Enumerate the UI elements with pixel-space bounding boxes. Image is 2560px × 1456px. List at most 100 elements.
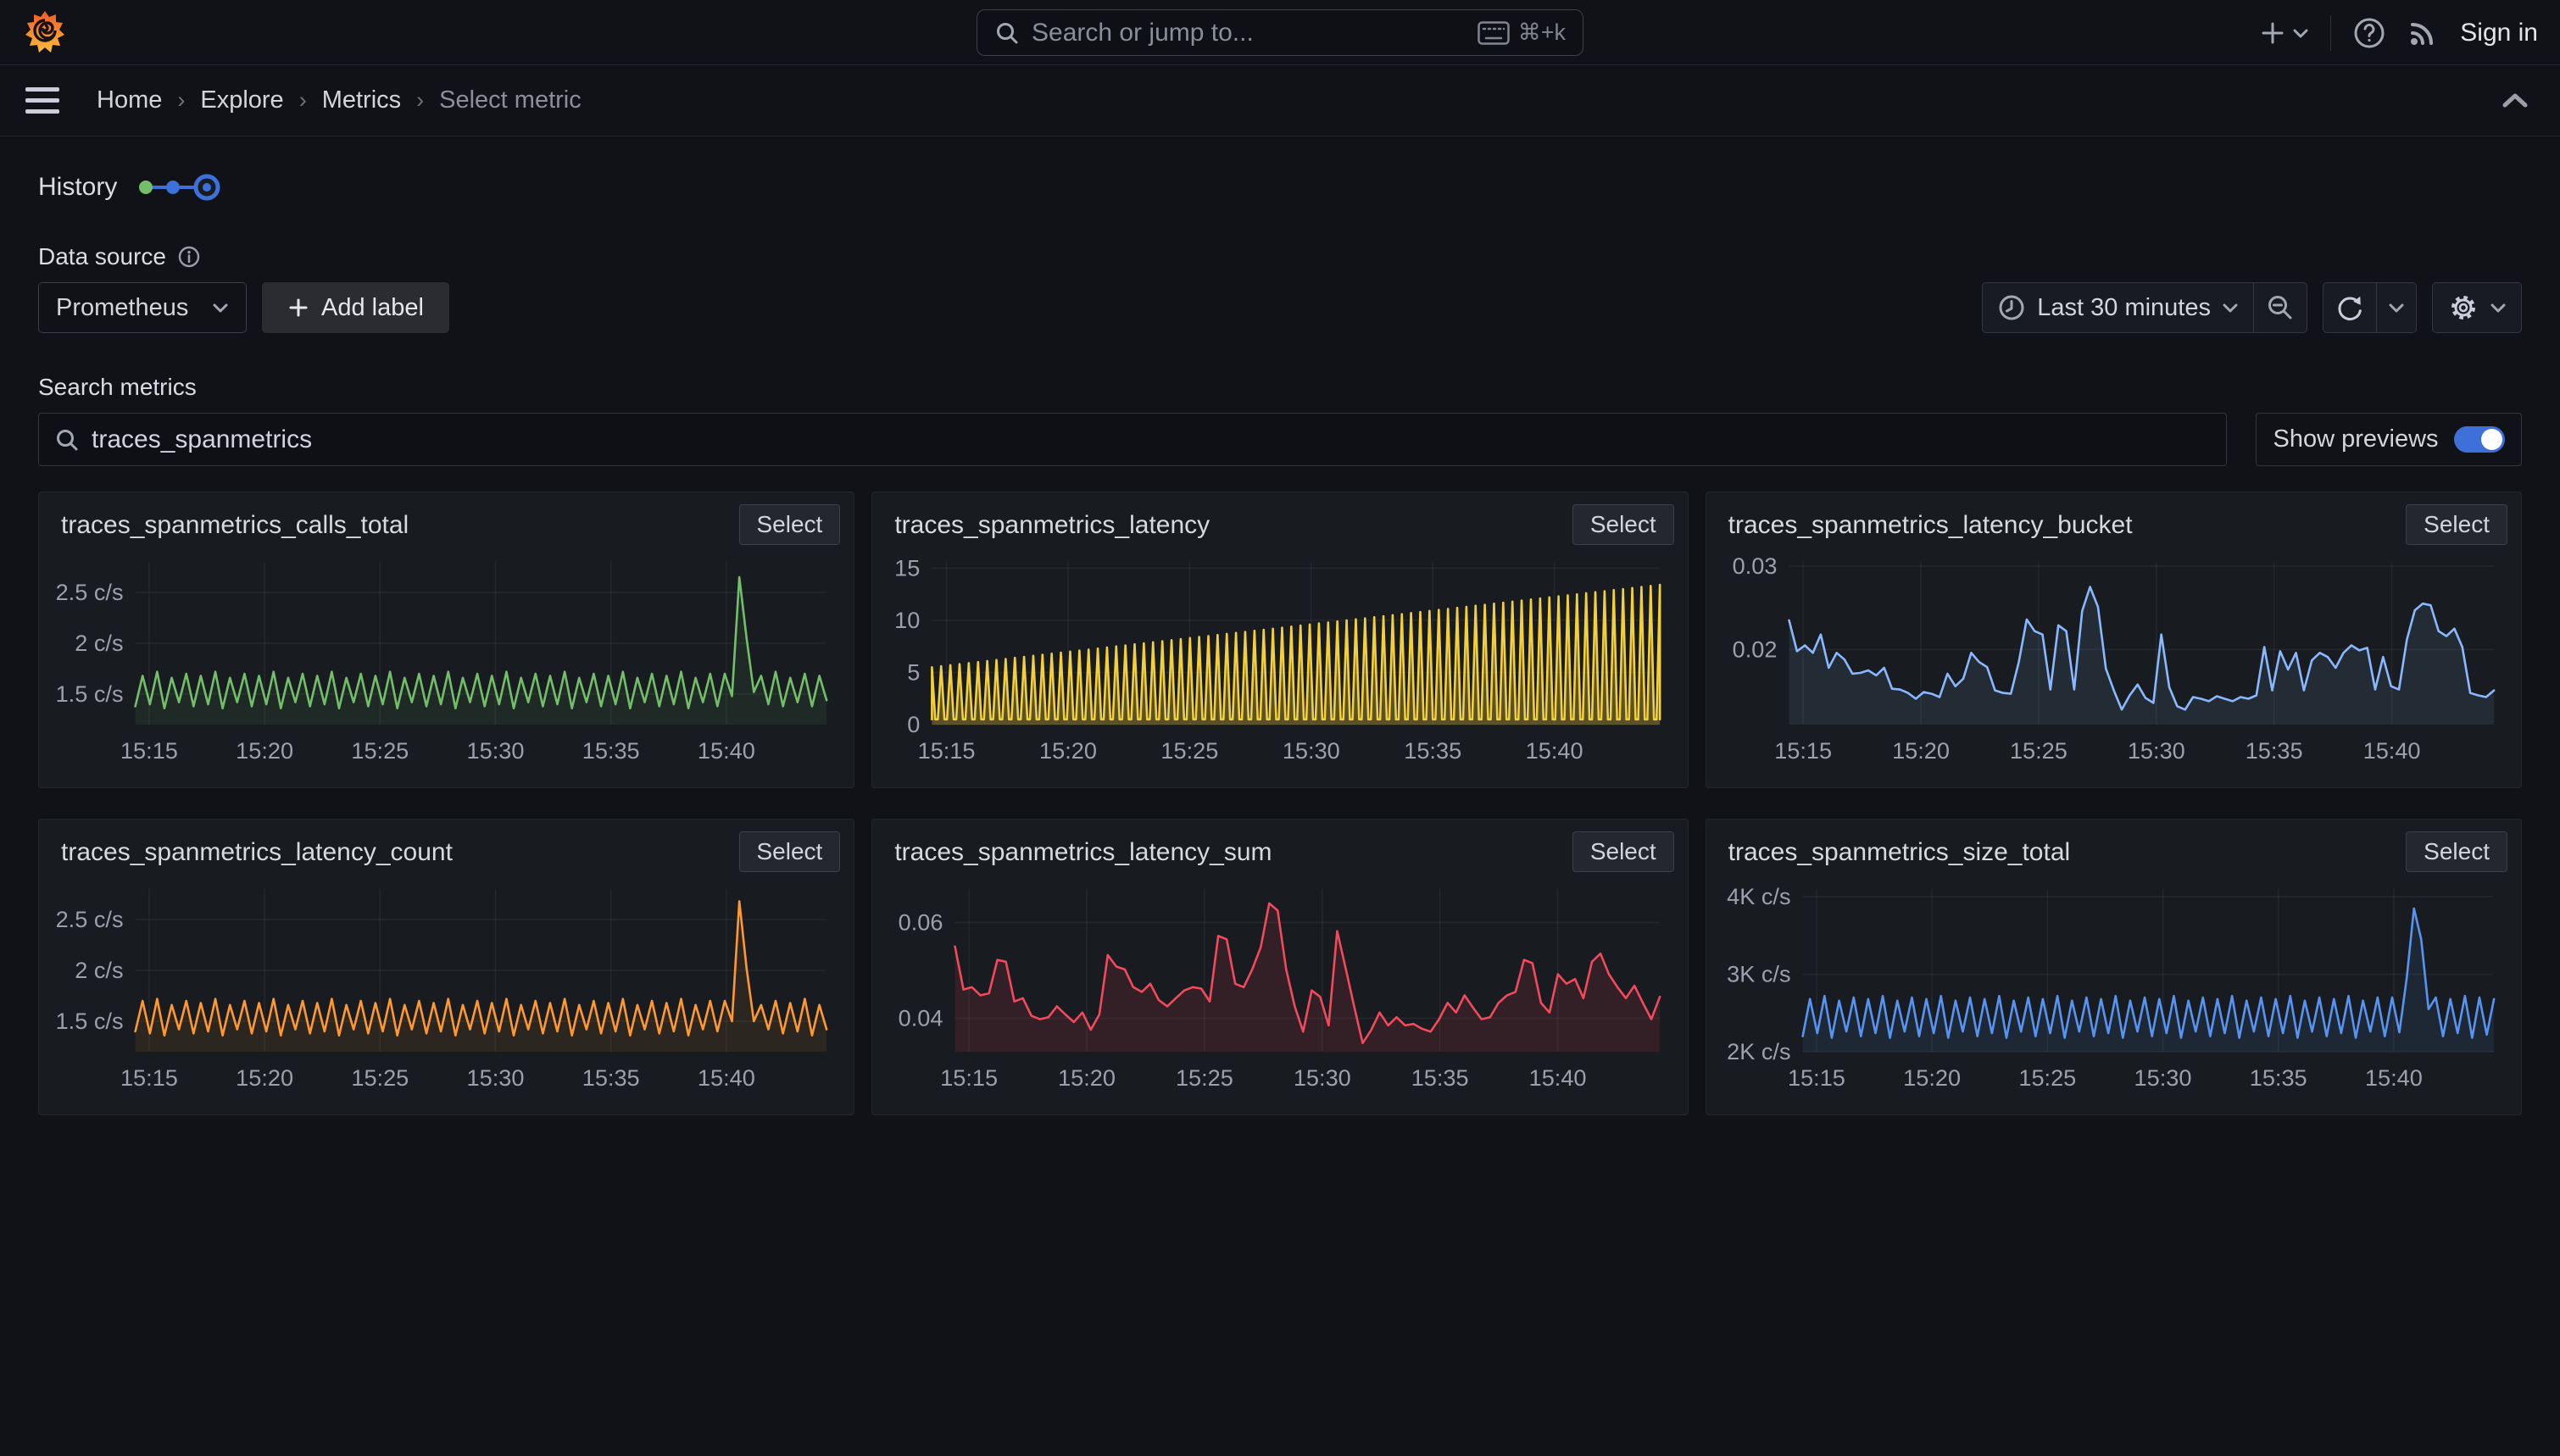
show-previews-control: Show previews: [2256, 413, 2522, 466]
svg-text:1.5 c/s: 1.5 c/s: [56, 681, 124, 707]
refresh-icon: [2335, 293, 2364, 322]
svg-text:2 c/s: 2 c/s: [75, 630, 123, 656]
shortcut-label: ⌘+k: [1518, 19, 1566, 46]
svg-text:15:15: 15:15: [941, 1064, 999, 1091]
settings-button[interactable]: [2433, 283, 2521, 332]
breadcrumb-item-metrics[interactable]: Metrics: [322, 86, 401, 114]
chevron-down-icon: [2490, 303, 2506, 313]
svg-text:0: 0: [908, 711, 921, 737]
explore-metrics-content: History Data source Prometheus: [0, 169, 2560, 1115]
svg-text:15:25: 15:25: [1176, 1064, 1233, 1091]
select-metric-button[interactable]: Select: [739, 504, 841, 545]
metrics-search-value: traces_spanmetrics: [92, 425, 312, 454]
plus-icon: [2259, 19, 2286, 47]
svg-text:15:25: 15:25: [351, 1064, 409, 1091]
history-timeline-widget[interactable]: [136, 169, 229, 206]
svg-text:15:15: 15:15: [120, 1064, 178, 1091]
chevron-down-icon: [2389, 303, 2404, 313]
breadcrumb-item-home[interactable]: Home: [97, 86, 162, 114]
svg-text:15:40: 15:40: [698, 1064, 755, 1091]
svg-text:0.03: 0.03: [1732, 553, 1777, 579]
svg-text:15:20: 15:20: [236, 1064, 293, 1091]
breadcrumb-item-select-metric: Select metric: [439, 86, 582, 114]
top-nav: Search or jump to... ⌘+k: [0, 0, 2560, 65]
svg-text:15:40: 15:40: [2362, 737, 2420, 764]
sign-in-button[interactable]: Sign in: [2460, 19, 2538, 47]
metric-preview-chart: 15:1515:2015:2515:3015:3515:40151050: [872, 545, 1687, 779]
metric-preview-card: traces_spanmetrics_latency_sum Select 15…: [871, 819, 1688, 1115]
metric-preview-card: traces_spanmetrics_size_total Select 15:…: [1706, 819, 2522, 1115]
svg-text:15:30: 15:30: [467, 737, 525, 764]
datasource-label: Data source: [38, 243, 166, 270]
show-previews-label: Show previews: [2273, 425, 2438, 453]
svg-text:15:15: 15:15: [1788, 1064, 1845, 1091]
svg-text:15:35: 15:35: [1411, 1064, 1469, 1091]
add-label-button[interactable]: Add label: [262, 282, 449, 333]
metric-name: traces_spanmetrics_size_total: [1728, 838, 2071, 867]
svg-text:3K c/s: 3K c/s: [1727, 961, 1790, 987]
keyboard-icon: [1478, 21, 1510, 45]
datasource-picker[interactable]: Prometheus: [38, 282, 247, 333]
history-step-dot-blue: [166, 181, 180, 194]
grafana-logo[interactable]: [24, 10, 66, 54]
svg-text:15:35: 15:35: [582, 737, 640, 764]
svg-text:15:40: 15:40: [1529, 1064, 1587, 1091]
svg-text:15:15: 15:15: [120, 737, 178, 764]
metric-preview-chart: 15:1515:2015:2515:3015:3515:404K c/s3K c…: [1706, 872, 2521, 1106]
select-metric-button[interactable]: Select: [2406, 504, 2507, 545]
global-search-input[interactable]: Search or jump to... ⌘+k: [977, 9, 1583, 56]
svg-text:5: 5: [908, 659, 921, 686]
breadcrumb-item-explore[interactable]: Explore: [200, 86, 283, 114]
metrics-search-input[interactable]: traces_spanmetrics: [38, 413, 2227, 466]
gear-icon: [2448, 292, 2479, 323]
svg-text:15:25: 15:25: [2018, 1064, 2076, 1091]
breadcrumb-separator: ›: [299, 87, 307, 114]
svg-text:15:35: 15:35: [582, 1064, 640, 1091]
help-icon[interactable]: [2353, 17, 2385, 49]
keyboard-shortcut-hint: ⌘+k: [1478, 19, 1566, 46]
metric-preview-card: traces_spanmetrics_latency_count Select …: [38, 819, 854, 1115]
svg-text:15:20: 15:20: [1903, 1064, 1961, 1091]
svg-text:15:35: 15:35: [1405, 737, 1462, 764]
search-icon: [994, 20, 1020, 46]
nav-divider: [2330, 15, 2331, 51]
show-previews-toggle[interactable]: [2454, 426, 2505, 453]
svg-text:15:35: 15:35: [2245, 737, 2302, 764]
svg-text:15:20: 15:20: [1058, 1064, 1116, 1091]
datasource-value: Prometheus: [56, 294, 188, 322]
refresh-button[interactable]: [2323, 283, 2376, 332]
metric-name: traces_spanmetrics_calls_total: [61, 511, 409, 540]
time-range-label: Last 30 minutes: [2037, 294, 2211, 322]
metric-preview-chart: 15:1515:2015:2515:3015:3515:400.060.04: [872, 872, 1687, 1106]
new-menu-button[interactable]: [2259, 19, 2308, 47]
metric-previews-grid: traces_spanmetrics_calls_total Select 15…: [38, 492, 2522, 1115]
search-row: traces_spanmetrics Show previews: [38, 413, 2522, 466]
history-row: History: [38, 169, 2522, 206]
metric-name: traces_spanmetrics_latency_sum: [894, 838, 1272, 867]
global-search-placeholder: Search or jump to...: [1032, 19, 1478, 47]
time-range-picker: Last 30 minutes: [1982, 282, 2307, 333]
select-metric-button[interactable]: Select: [1572, 504, 1674, 545]
svg-text:15:30: 15:30: [2134, 1064, 2191, 1091]
search-icon: [54, 427, 80, 453]
svg-text:15:25: 15:25: [1161, 737, 1219, 764]
select-metric-button[interactable]: Select: [2406, 831, 2507, 872]
time-range-button[interactable]: Last 30 minutes: [1983, 283, 2253, 332]
refresh-picker: [2323, 282, 2417, 333]
menu-icon[interactable]: [25, 87, 59, 114]
toolbar: Data source Prometheus: [38, 243, 2522, 333]
rss-icon[interactable]: [2407, 18, 2438, 48]
refresh-interval-dropdown[interactable]: [2376, 283, 2416, 332]
svg-text:4K c/s: 4K c/s: [1727, 883, 1790, 909]
chevron-down-icon: [212, 303, 229, 314]
svg-text:15:20: 15:20: [236, 737, 293, 764]
select-metric-button[interactable]: Select: [739, 831, 841, 872]
add-label-text: Add label: [321, 294, 424, 322]
svg-text:15:20: 15:20: [1892, 737, 1950, 764]
datasource-section: Data source Prometheus: [38, 243, 449, 333]
select-metric-button[interactable]: Select: [1572, 831, 1674, 872]
zoom-out-button[interactable]: [2253, 283, 2307, 332]
metric-preview-card: traces_spanmetrics_latency_bucket Select…: [1706, 492, 2522, 788]
chevron-up-icon[interactable]: [2501, 92, 2529, 109]
info-icon[interactable]: [178, 246, 200, 268]
